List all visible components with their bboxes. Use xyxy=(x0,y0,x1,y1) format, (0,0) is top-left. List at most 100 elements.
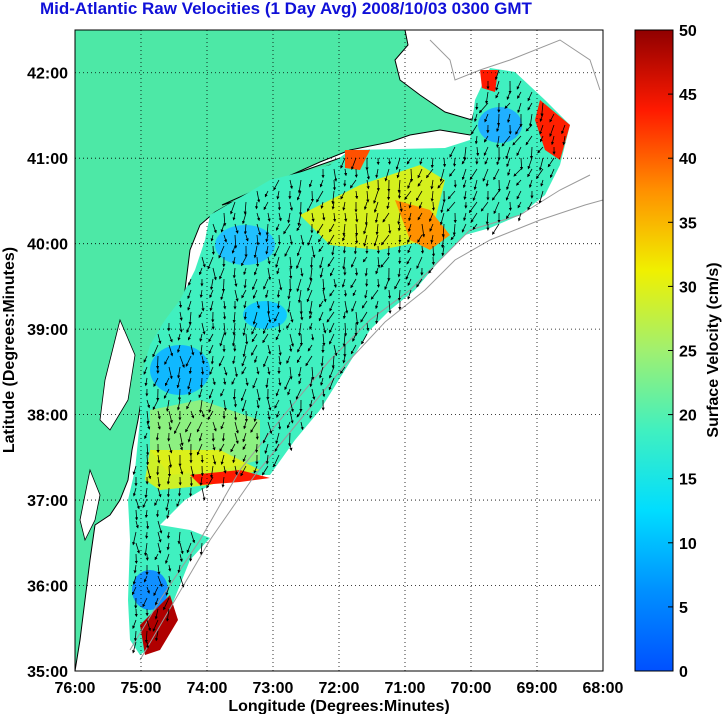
velocity-arrow xyxy=(387,289,392,299)
velocity-arrow xyxy=(397,212,401,225)
velocity-arrow xyxy=(322,388,326,398)
velocity-arrow xyxy=(251,333,258,343)
velocity-arrow xyxy=(231,245,236,254)
velocity-arrow xyxy=(168,366,173,380)
velocity-arrow xyxy=(223,300,227,310)
velocity-arrow xyxy=(366,190,370,203)
velocity-arrow xyxy=(344,168,348,177)
velocity-arrow xyxy=(319,256,324,269)
velocity-arrow xyxy=(189,476,193,487)
velocity-arrow xyxy=(154,553,159,561)
velocity-arrow xyxy=(177,333,181,341)
velocity-arrow xyxy=(404,190,412,200)
velocity-arrow xyxy=(517,91,522,99)
velocity-arrow xyxy=(496,135,500,148)
velocity-arrow xyxy=(431,201,436,211)
velocity-arrow xyxy=(429,212,434,223)
velocity-arrow xyxy=(232,322,236,336)
velocity-arrow xyxy=(491,190,500,201)
velocity-arrow xyxy=(276,289,281,298)
velocity-arrow xyxy=(241,355,247,367)
velocity-arrow xyxy=(283,223,291,235)
velocity-arrow xyxy=(250,421,258,433)
velocity-arrow xyxy=(478,102,489,114)
velocity-arrow xyxy=(276,190,280,200)
delmarva xyxy=(99,318,136,431)
velocity-arrow xyxy=(508,201,512,211)
y-axis-ticks: 35:00 36:00 37:00 38:00 39:00 40:00 41:00 42:00 xyxy=(27,66,68,681)
velocity-arrow xyxy=(219,333,225,347)
velocity-arrow xyxy=(482,168,489,182)
x-axis-ticks: 76:00 75:00 74:00 73:00 72:00 71:00 70:00 69:00… xyxy=(55,680,624,697)
velocity-arrow xyxy=(240,388,247,402)
velocity-arrow xyxy=(426,168,434,179)
velocity-arrow xyxy=(201,487,206,501)
velocity-arrow xyxy=(528,113,533,127)
velocity-arrow xyxy=(157,520,163,534)
velocity-arrow xyxy=(295,388,302,400)
velocity-arrow xyxy=(154,597,159,606)
velocity-arrow xyxy=(396,168,401,179)
velocity-arrow xyxy=(538,190,544,204)
velocity-arrow xyxy=(470,212,478,223)
velocity-arrow xyxy=(234,289,239,302)
velocity-arrow xyxy=(262,432,269,444)
velocity-arrow xyxy=(536,168,544,180)
velocity-arrow xyxy=(331,245,335,256)
velocity-arrow xyxy=(201,256,206,268)
velocity-arrow xyxy=(431,245,436,257)
velocity-arrow xyxy=(349,179,357,189)
velocity-arrow xyxy=(209,366,214,376)
velocity-arrow xyxy=(495,80,500,91)
y-tick-label: 38:00 xyxy=(27,408,68,425)
velocity-arrow xyxy=(289,256,293,270)
velocity-arrow xyxy=(187,377,192,390)
velocity-arrow xyxy=(366,179,370,190)
velocity-arrow xyxy=(340,157,346,169)
velocity-arrow xyxy=(540,179,544,187)
velocity-arrow xyxy=(298,366,302,378)
velocity-arrow xyxy=(278,377,282,386)
velocity-arrow xyxy=(241,399,247,412)
colorbar-tick-label: 5 xyxy=(679,600,688,617)
velocity-arrow xyxy=(342,311,346,320)
y-tick-label: 39:00 xyxy=(27,322,68,339)
velocity-arrow xyxy=(231,333,236,347)
velocity-arrow xyxy=(539,135,544,143)
velocity-arrow xyxy=(492,223,500,235)
velocity-arrow xyxy=(155,355,160,370)
velocity-arrow xyxy=(329,300,335,312)
velocity-arrow xyxy=(342,201,346,211)
velocity-arrow xyxy=(296,410,302,418)
velocity-arrow xyxy=(219,443,225,452)
velocity-arrow xyxy=(199,542,203,556)
velocity-arrow xyxy=(351,256,357,268)
velocity-arrow xyxy=(241,366,247,375)
velocity-arrow xyxy=(132,575,137,585)
velocity-arrow xyxy=(256,399,260,409)
velocity-arrow xyxy=(252,377,258,389)
velocity-arrow xyxy=(230,443,236,453)
velocity-arrow xyxy=(190,465,195,478)
velocity-arrow xyxy=(190,410,195,419)
velocity-arrow xyxy=(223,234,227,243)
velocity-arrow xyxy=(309,256,314,269)
velocity-arrow xyxy=(201,355,205,365)
velocity-arrow xyxy=(361,333,368,345)
velocity-arrow xyxy=(267,421,273,435)
velocity-arrow xyxy=(342,333,346,347)
velocity-arrow xyxy=(364,289,368,299)
velocity-arrow xyxy=(267,212,271,222)
velocity-arrow xyxy=(441,234,445,249)
velocity-arrow xyxy=(273,179,280,191)
velocity-arrow xyxy=(342,355,346,364)
colorbar-tick-label: 0 xyxy=(679,664,688,681)
colorbar-tick-label: 10 xyxy=(679,536,697,553)
velocity-arrow xyxy=(267,344,272,355)
velocity-arrow xyxy=(484,113,489,123)
velocity-arrow xyxy=(275,223,280,231)
velocity-arrow xyxy=(439,168,445,183)
velocity-arrow xyxy=(483,146,489,157)
velocity-arrow xyxy=(177,487,182,497)
velocity-arrow xyxy=(177,388,182,401)
